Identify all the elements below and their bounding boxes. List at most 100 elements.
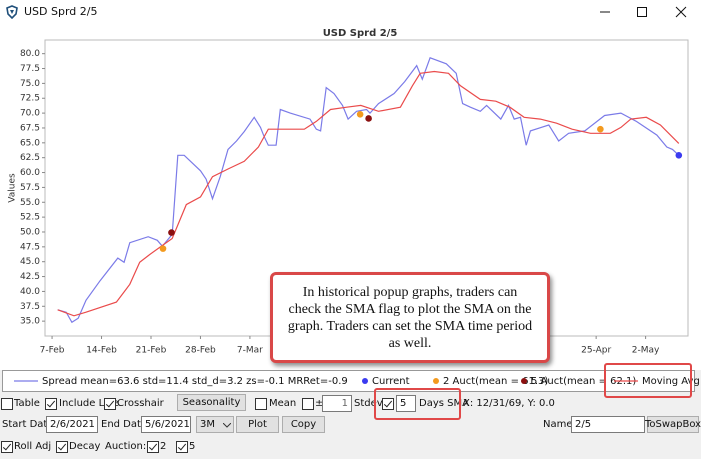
checkbox-label[interactable]: 2 — [160, 441, 167, 452]
button[interactable]: Copy — [282, 416, 325, 433]
window-buttons[interactable] — [590, 0, 701, 24]
checkbox-label[interactable]: Crosshair — [117, 398, 164, 409]
checkbox-label[interactable]: Decay — [69, 441, 101, 452]
button[interactable]: Seasonality — [177, 394, 246, 411]
legend-label: Spread mean=63.6 std=11.4 std_d=3.2 zs=-… — [42, 375, 348, 387]
button[interactable]: Plot — [236, 416, 279, 433]
chart: USD Sprd 2/5 Values 35.0 37.5 40.0 42.5 45.0… — [0, 24, 701, 370]
label: Start Date — [2, 419, 54, 430]
series-point — [356, 110, 364, 118]
label: Stdev — [354, 398, 383, 409]
checkbox[interactable] — [1, 441, 13, 453]
series-line — [57, 70, 680, 317]
y-tick-label: 52.5 — [20, 213, 40, 223]
label: Name: — [543, 419, 576, 430]
y-tick-label: 35.0 — [20, 317, 40, 327]
y-tick-label: 57.5 — [20, 183, 40, 193]
series-point — [675, 152, 683, 159]
text-field[interactable]: 5 — [396, 395, 416, 412]
y-tick-label: 67.5 — [20, 123, 40, 133]
chart-title: USD Sprd 2/5 — [323, 28, 398, 39]
x-tick-label: 2-May — [632, 346, 660, 356]
checkbox-label[interactable]: Table — [14, 398, 40, 409]
legend-symbol — [614, 380, 638, 382]
x-tick-label: 28-Feb — [185, 346, 216, 356]
x-tick-label: 25-Apr — [581, 346, 611, 356]
y-tick-label: 45.0 — [20, 257, 40, 267]
legend-label: Moving Avg — [642, 375, 700, 387]
label: End Date — [101, 419, 148, 430]
series-point — [159, 245, 167, 252]
legend-item: 5 Auct(mean = 62.1) — [520, 371, 636, 391]
x-tick-label: 7-Feb — [40, 346, 65, 356]
y-tick-label: 60.0 — [20, 168, 40, 178]
legend-label: Current — [372, 375, 410, 387]
legend-symbol — [521, 378, 527, 384]
y-tick-label: 65.0 — [20, 138, 40, 148]
y-tick-label: 47.5 — [20, 242, 40, 252]
series-point — [365, 115, 372, 122]
y-tick-label: 55.0 — [20, 198, 40, 208]
checkbox-label[interactable]: Roll Adj — [14, 441, 52, 452]
y-tick-label: 70.0 — [20, 109, 40, 119]
y-tick-label: 72.5 — [20, 94, 40, 104]
text-field[interactable]: 2/6/2021 — [46, 416, 98, 433]
app-icon — [6, 5, 18, 19]
legend-item: 2 Auct(mean = 61.3) — [432, 371, 548, 391]
y-tick-label: 62.5 — [20, 153, 40, 163]
legend-label: 5 Auct(mean = 62.1) — [531, 375, 637, 387]
legend-dot — [433, 378, 439, 384]
text-field[interactable]: 1 — [322, 395, 352, 412]
checkbox-label[interactable]: 5 — [189, 441, 196, 452]
highlight-box — [374, 388, 461, 420]
legend-symbol — [433, 378, 439, 384]
checkbox[interactable] — [382, 398, 394, 410]
window-title: USD Sprd 2/5 — [24, 5, 98, 18]
legend-item: Moving Avg — [613, 371, 700, 391]
maximize[interactable] — [637, 7, 647, 17]
x-tick-label: 14-Feb — [86, 346, 117, 356]
x-tick-label: 7-Mar — [237, 346, 263, 356]
x-tick-label: 21-Feb — [136, 346, 167, 356]
button[interactable]: ToSwapBox — [645, 416, 701, 433]
checkbox-label[interactable]: Mean — [269, 398, 297, 409]
label: Auction: — [105, 441, 147, 452]
y-axis-label: Values — [8, 173, 18, 203]
checkbox-label[interactable]: ± — [315, 398, 324, 409]
callout: In historical popup graphs, traders can … — [270, 272, 550, 363]
y-tick-label: 77.5 — [20, 64, 40, 74]
legend-item: Spread mean=63.6 std=11.4 std_d=3.2 zs=-… — [13, 371, 348, 391]
dropdown-arrow[interactable] — [223, 423, 231, 428]
highlight-box — [604, 363, 692, 398]
series-point — [597, 125, 604, 133]
label: Days SMA — [419, 398, 469, 409]
checkbox[interactable] — [302, 398, 314, 410]
dropdown[interactable]: 3M — [196, 416, 234, 433]
y-tick-label: 75.0 — [20, 79, 40, 89]
dropdown-value[interactable]: 3M — [200, 419, 215, 430]
legend-label: 2 Auct(mean = 61.3) — [443, 375, 549, 387]
checkbox-label[interactable]: Include Live — [59, 398, 119, 409]
legend-symbol — [14, 380, 38, 382]
y-tick-label: 37.5 — [20, 302, 40, 312]
legend-dot — [362, 378, 368, 384]
checkbox[interactable] — [104, 398, 116, 410]
text-field[interactable]: 2/5 — [571, 416, 645, 433]
status-text: X: 12/31/69, Y: 0.0 — [463, 398, 555, 409]
checkbox[interactable] — [147, 441, 159, 453]
title-bar: USD Sprd 2/5 — [0, 0, 701, 24]
legend: Spread mean=63.6 std=11.4 std_d=3.2 zs=-… — [2, 370, 700, 392]
checkbox[interactable] — [56, 441, 68, 453]
checkbox[interactable] — [1, 398, 13, 410]
legend-symbol — [362, 378, 368, 384]
checkbox[interactable] — [255, 398, 267, 410]
y-tick-label: 42.5 — [20, 272, 40, 282]
close[interactable] — [675, 6, 687, 18]
text-field[interactable]: 5/6/2021 — [141, 416, 191, 433]
checkbox[interactable] — [176, 441, 188, 453]
y-tick-label: 40.0 — [20, 287, 40, 297]
series-point — [168, 229, 175, 236]
checkbox[interactable] — [45, 398, 57, 410]
y-tick-label: 50.0 — [20, 227, 40, 237]
